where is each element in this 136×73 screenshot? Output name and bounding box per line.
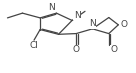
Text: N: N	[74, 11, 81, 20]
Text: O: O	[110, 45, 117, 54]
Text: Cl: Cl	[30, 41, 38, 50]
Text: O: O	[73, 45, 80, 54]
Text: N: N	[48, 3, 55, 12]
Text: O: O	[121, 20, 128, 29]
Text: N: N	[89, 19, 96, 28]
